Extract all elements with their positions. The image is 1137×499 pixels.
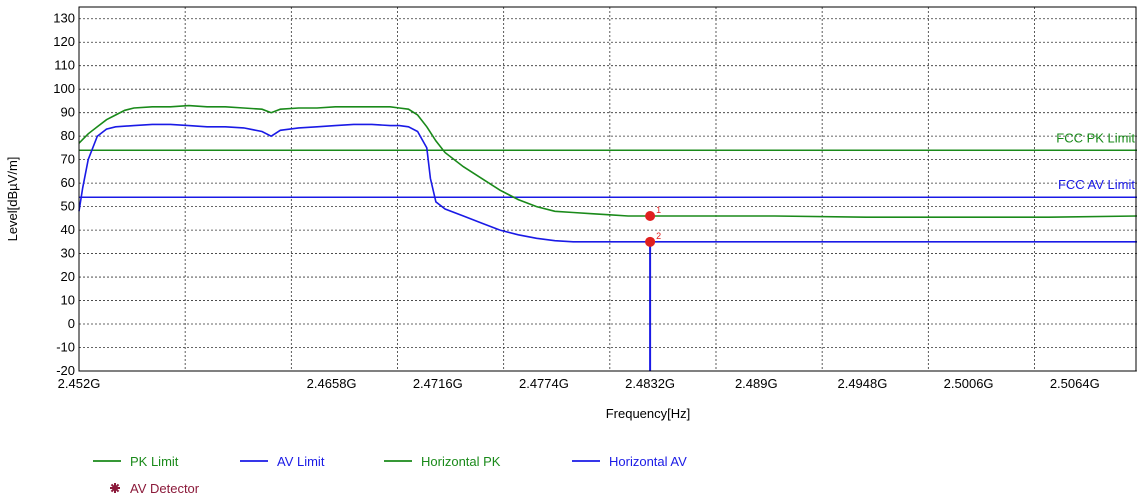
grid [78, 7, 1137, 372]
y-tick-label: -20 [56, 363, 75, 378]
y-tick-label: -10 [56, 340, 75, 355]
y-tick-label: 80 [61, 128, 75, 143]
x-tick-label: 2.5064G [1050, 376, 1100, 391]
x-tick-label: 2.4948G [837, 376, 887, 391]
marker-label-2: 2 [656, 231, 661, 241]
series-horizontal-pk [78, 104, 1137, 218]
limit-label-av: FCC AV Limit [1058, 177, 1135, 192]
markers: 12 [645, 205, 661, 371]
x-tick-label: 2.452G [58, 376, 101, 391]
y-tick-label: 40 [61, 222, 75, 237]
y-tick-label: 60 [61, 175, 75, 190]
legend-item-label: AV Detector [130, 481, 200, 496]
plot-frame [78, 6, 1137, 372]
legend-item-label: Horizontal AV [609, 454, 687, 469]
y-tick-label: 0 [68, 316, 75, 331]
y-tick-label: 70 [61, 152, 75, 167]
legend-item-label: PK Limit [130, 454, 179, 469]
x-tick-labels: 2.452G 2.4658G 2.4716G 2.4774G 2.4832G 2.489G… [58, 376, 1100, 391]
marker-1 [645, 211, 656, 222]
star-stroke [110, 483, 120, 493]
series-horizontal-av [78, 123, 1137, 243]
x-tick-label: 2.489G [735, 376, 778, 391]
y-tick-label: 130 [53, 11, 75, 26]
y-tick-label: 20 [61, 269, 75, 284]
x-tick-label: 2.4658G [307, 376, 357, 391]
y-tick-labels: -20 -10 0 10 20 30 40 50 60 70 80 90 100 110 120 130 [53, 11, 75, 378]
y-tick-label: 90 [61, 105, 75, 120]
y-axis-label: Level[dBµV/m] [5, 157, 20, 242]
x-tick-label: 2.4716G [413, 376, 463, 391]
legend-item-label: Horizontal PK [421, 454, 501, 469]
y-tick-label: 120 [53, 34, 75, 49]
x-tick-label: 2.4774G [519, 376, 569, 391]
y-tick-label: 110 [54, 58, 75, 73]
series-lines [78, 104, 1137, 243]
y-tick-label: 50 [61, 199, 75, 214]
legend: PK Limit AV Limit Horizontal PK Horizontal … [93, 454, 687, 496]
limit-lines: FCC PK Limit FCC AV Limit [79, 130, 1137, 198]
y-tick-label: 100 [53, 81, 75, 96]
marker-2 [645, 236, 656, 247]
x-tick-label: 2.5006G [944, 376, 994, 391]
y-tick-label: 10 [61, 293, 75, 308]
x-axis-label: Frequency[Hz] [606, 406, 691, 421]
x-tick-label: 2.4832G [625, 376, 675, 391]
legend-item-label: AV Limit [277, 454, 325, 469]
limit-label-pk: FCC PK Limit [1056, 130, 1135, 145]
av-detector-star-icon [110, 483, 120, 493]
y-tick-label: 30 [61, 246, 75, 261]
marker-label-1: 1 [656, 205, 661, 215]
